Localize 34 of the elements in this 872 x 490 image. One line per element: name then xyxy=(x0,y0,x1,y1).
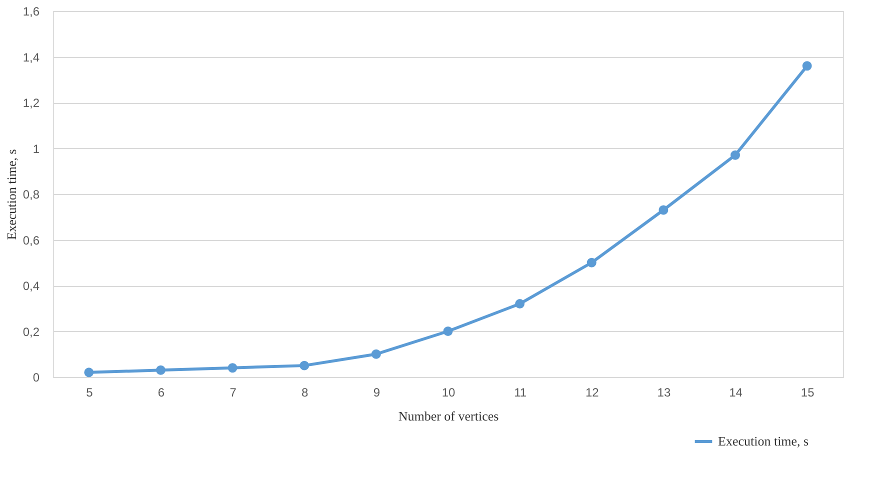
point xyxy=(228,363,238,373)
x-tick-label: 8 xyxy=(302,386,309,400)
point xyxy=(730,150,740,160)
point xyxy=(371,349,381,359)
point xyxy=(443,326,453,336)
y-tick-label: 0,4 xyxy=(22,279,40,293)
point xyxy=(586,258,596,268)
point xyxy=(802,61,812,71)
x-tick-label: 12 xyxy=(585,386,600,400)
x-tick-label: 14 xyxy=(729,386,743,400)
y-tick-label: 1 xyxy=(32,142,40,156)
y-tick-label: 0,8 xyxy=(22,188,40,202)
x-tick-label: 10 xyxy=(442,386,456,400)
y-tick-label: 0 xyxy=(32,370,40,384)
point xyxy=(156,365,166,375)
x-axis-title: Number of vertices xyxy=(398,408,499,424)
x-tick-label: 5 xyxy=(86,386,94,400)
point xyxy=(84,368,94,378)
x-tick-label: 7 xyxy=(230,386,237,400)
legend-label: Execution time, s xyxy=(718,434,809,448)
x-tick-label: 6 xyxy=(158,386,165,400)
y-tick-label: 1,6 xyxy=(22,4,40,18)
point xyxy=(300,360,310,370)
y-tick-label: 1,4 xyxy=(22,50,40,64)
x-tick-label: 9 xyxy=(373,386,380,400)
y-axis-title: Execution time, s xyxy=(4,149,19,240)
y-tick-label: 0,6 xyxy=(22,233,40,248)
x-tick-label: 15 xyxy=(800,386,815,400)
y-tick-label: 0,2 xyxy=(22,324,40,339)
point xyxy=(658,205,668,215)
x-tick-label: 13 xyxy=(657,386,671,400)
y-tick-label: 1,2 xyxy=(22,96,40,110)
x-tick-label: 11 xyxy=(514,386,527,400)
point xyxy=(515,299,525,309)
